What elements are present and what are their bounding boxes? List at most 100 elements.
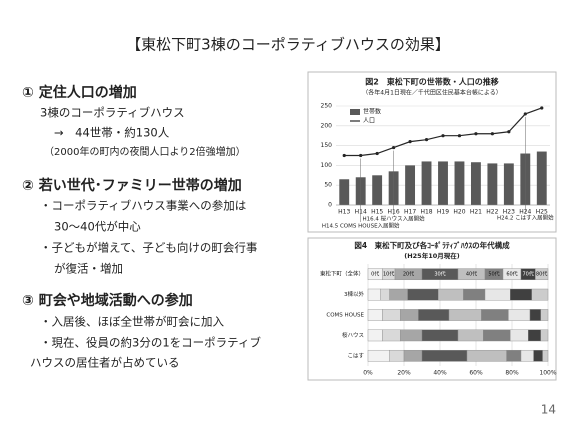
chart-frame xyxy=(307,71,557,233)
line-marker xyxy=(540,106,544,110)
bar xyxy=(454,161,465,205)
bar-segment xyxy=(542,349,549,362)
text-line: （2000年の町内の夜間人口より2倍強増加） xyxy=(44,145,246,158)
x-tick-label: H19 xyxy=(437,209,449,216)
bar-segment xyxy=(533,349,543,362)
bar-segment xyxy=(407,288,439,301)
text-line: ・現在、役員の約3分の1をコーポラティブ xyxy=(40,336,261,350)
line-marker xyxy=(523,112,527,116)
bar-segment xyxy=(481,309,509,321)
bar-segment xyxy=(418,309,450,321)
bar-segment xyxy=(540,309,549,321)
line-marker xyxy=(490,132,494,136)
bar-segment xyxy=(382,329,401,342)
annotation: H16.4 桜ハウス入居開始 xyxy=(363,215,426,223)
text-line: ・コーポラティブハウス事業への参加は xyxy=(40,199,246,213)
legend-label: 人口 xyxy=(363,118,375,125)
bar-segment xyxy=(510,288,533,301)
bar xyxy=(536,151,547,205)
x-tick-label: H23 xyxy=(503,209,515,216)
bar-segment xyxy=(367,309,383,321)
chart-title: 図2 東松下町の世帯数・人口の推移 xyxy=(365,77,499,87)
chart-subtitle: (H25年10月現在) xyxy=(404,251,460,260)
x-tick-label: H25 xyxy=(536,209,548,216)
text-line: ・子どもが増えて、子ども向けの町会行事 xyxy=(40,241,257,255)
line-marker xyxy=(507,130,511,134)
x-tick-label: H17 xyxy=(404,209,416,216)
bar-segment xyxy=(484,288,511,301)
y-tick-label: 東松下町（全体） xyxy=(320,270,364,278)
bar-segment xyxy=(421,349,468,362)
y-tick-label: COMS HOUSE xyxy=(326,313,364,319)
x-tick-label: 100% xyxy=(539,370,556,377)
legend-label: 80代 xyxy=(536,271,547,278)
annotation: H14.5 COMS HOUSE入居開始 xyxy=(322,222,400,230)
annotation: H24.2 こはす入居開始 xyxy=(497,214,554,222)
text-line: 3棟のコーポラティブハウス xyxy=(40,106,185,120)
bar xyxy=(421,161,432,205)
bar xyxy=(470,162,481,205)
x-tick-label: H18 xyxy=(420,209,432,216)
bar-segment xyxy=(508,309,531,321)
bar-segment xyxy=(367,349,390,362)
chart-subtitle: （各年4月1日現在／千代田区住民基本台帳による） xyxy=(362,89,501,97)
bar-segment xyxy=(535,268,549,281)
page-number: 14 xyxy=(541,403,556,417)
x-tick-label: 20% xyxy=(397,370,411,377)
x-tick-label: H13 xyxy=(338,209,350,216)
line-marker xyxy=(457,134,462,138)
legend-label: 0代 xyxy=(371,271,379,278)
bar xyxy=(438,161,448,205)
y-tick-label: 200 xyxy=(321,122,333,129)
bar-segment xyxy=(520,349,534,362)
text-line: ・入居後、ほぼ全世帯が町会に加入 xyxy=(40,315,224,329)
bar-segment xyxy=(528,329,542,342)
bar-segment xyxy=(438,288,464,301)
x-tick-label: H20 xyxy=(453,209,465,216)
x-tick-label: 40% xyxy=(433,370,447,377)
line-marker xyxy=(474,132,478,136)
bar-segment xyxy=(400,329,423,342)
y-tick-label: 250 xyxy=(321,103,333,110)
bar-segment xyxy=(380,288,390,301)
chart-title: 図4 東松下町及び各ｺｰﾎﾟﾗﾃｨﾌﾞﾊｳｽの年代構成 xyxy=(354,240,510,250)
legend-label: 世帯数 xyxy=(363,108,381,116)
line-marker xyxy=(342,153,346,158)
y-tick-label: 100 xyxy=(321,162,333,169)
legend-label: 60代 xyxy=(506,271,517,278)
x-tick-label: H15 xyxy=(371,209,383,216)
legend-label: 20代 xyxy=(403,271,414,278)
bar xyxy=(372,175,383,205)
legend-label: 10代 xyxy=(383,271,394,278)
legend-label: 70代 xyxy=(523,271,534,278)
y-tick-label: 50 xyxy=(324,182,332,189)
y-tick-label: こはす xyxy=(347,352,364,359)
y-tick-label: 桜ハウス xyxy=(342,331,364,339)
x-tick-label: H21 xyxy=(470,209,482,216)
bar-segment xyxy=(389,288,408,301)
bar xyxy=(487,163,498,205)
line-marker xyxy=(408,140,412,144)
bar-segment xyxy=(506,349,522,362)
bar-segment xyxy=(531,288,549,301)
bar-segment xyxy=(382,309,401,321)
bar-segment xyxy=(457,329,484,342)
bar xyxy=(503,163,514,205)
line-marker xyxy=(424,138,429,142)
bar-segment xyxy=(466,349,507,362)
x-tick-label: 0% xyxy=(363,370,373,377)
x-tick-label: 60% xyxy=(469,370,483,377)
y-tick-label: 3棟以外 xyxy=(344,290,364,298)
bar-segment xyxy=(510,329,529,342)
slide-title: 【東松下町3棟のコーポラティブハウスの効果】 xyxy=(126,36,450,54)
heading: ③ 町会や地域活動への参加 xyxy=(22,292,193,309)
line-marker xyxy=(375,151,379,156)
heading: ① 定住人口の増加 xyxy=(22,84,137,101)
bar-segment xyxy=(421,329,459,342)
text-line: 30～40代が中心 xyxy=(54,220,141,234)
bar-segment xyxy=(529,309,542,321)
bar xyxy=(339,179,350,205)
legend-swatch xyxy=(350,109,360,115)
bar-segment xyxy=(400,309,419,321)
